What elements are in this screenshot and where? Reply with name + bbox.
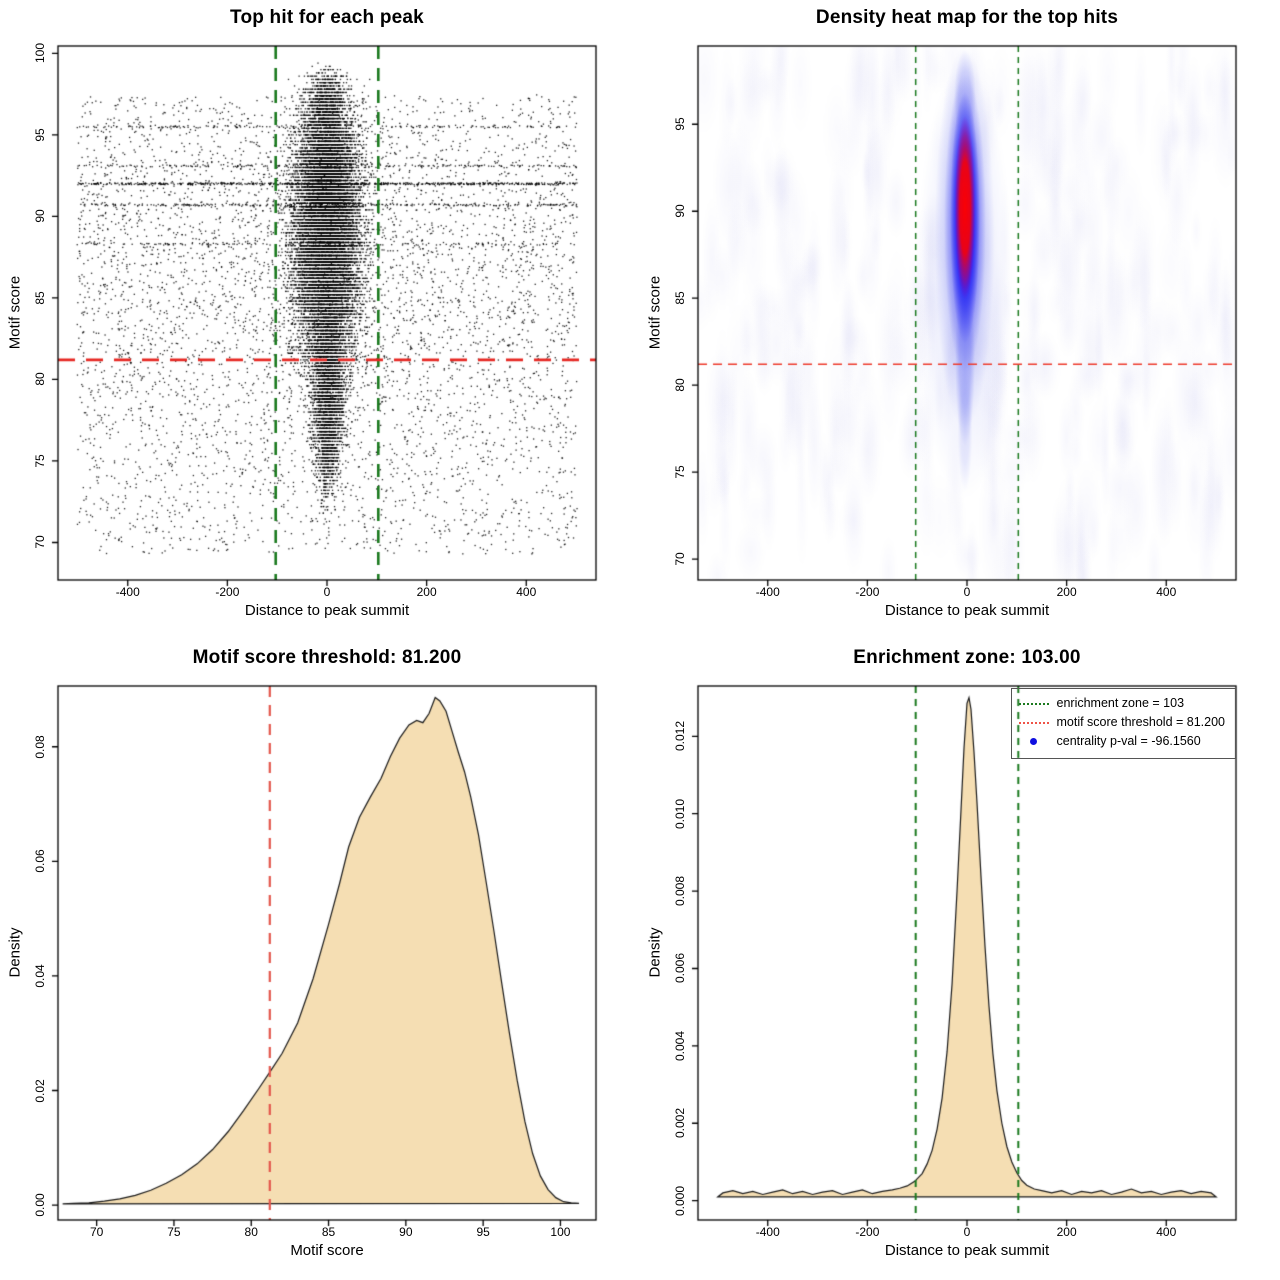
y-tick-label: 0.04 [33, 964, 47, 988]
y-tick-label: 0.06 [33, 849, 47, 873]
panel-title: Motif score threshold: 81.200 [192, 647, 462, 668]
x-tick-label: 85 [321, 1225, 336, 1239]
x-tick-label: -400 [115, 585, 140, 599]
legend-item-label: enrichment zone = 103 [1056, 696, 1185, 710]
distance-density-canvas [640, 640, 1280, 1280]
x-tick-label: -200 [855, 585, 880, 599]
x-tick-label: 0 [963, 585, 971, 599]
panel-distance-density: Enrichment zone: 103.00 Distance to peak… [640, 640, 1280, 1280]
panel-title: Enrichment zone: 103.00 [853, 647, 1081, 668]
y-tick-label: 100 [33, 43, 47, 64]
legend-item-label: centrality p-val = -96.1560 [1056, 734, 1201, 748]
y-tick-label: 0.006 [673, 953, 687, 984]
x-tick-label: 200 [1056, 1225, 1077, 1239]
legend-item-label: motif score threshold = 81.200 [1056, 715, 1226, 729]
y-tick-label: 0.000 [673, 1185, 687, 1216]
x-tick-label: 70 [89, 1225, 104, 1239]
legend: enrichment zone = 103 motif score thresh… [1010, 688, 1236, 759]
y-tick-label: 0.00 [33, 1193, 47, 1217]
x-tick-label: 400 [1156, 585, 1177, 599]
y-tick-label: 0.002 [673, 1108, 687, 1139]
y-tick-label: 75 [33, 454, 47, 468]
motif-density-canvas [0, 640, 640, 1280]
x-tick-label: 200 [416, 585, 437, 599]
y-tick-label: 85 [33, 291, 47, 305]
y-tick-label: 80 [33, 372, 47, 387]
y-axis-label: Motif score [6, 275, 24, 350]
x-tick-label: 90 [399, 1225, 413, 1239]
y-tick-label: 95 [33, 128, 47, 142]
y-tick-label: 80 [673, 378, 687, 392]
y-tick-label: 0.08 [33, 735, 47, 759]
y-tick-label: 75 [673, 465, 687, 479]
y-tick-label: 90 [673, 204, 687, 218]
x-tick-label: 75 [167, 1225, 181, 1239]
y-tick-label: 0.02 [33, 1078, 47, 1103]
y-tick-label: 95 [673, 117, 687, 131]
x-tick-label: 0 [323, 585, 331, 599]
x-tick-label: 0 [963, 1225, 971, 1239]
y-tick-label: 0.004 [673, 1030, 687, 1061]
x-tick-label: -200 [215, 585, 240, 599]
x-axis-label: Distance to peak summit [884, 1242, 1050, 1259]
y-tick-label: 0.008 [673, 876, 687, 907]
y-axis-label: Density [646, 927, 664, 978]
y-axis-label: Density [6, 927, 24, 978]
x-tick-label: 400 [1156, 1225, 1177, 1239]
x-axis-label: Distance to peak summit [884, 602, 1050, 619]
y-axis-label: Motif score [646, 275, 664, 350]
panel-density-heatmap: Density heat map for the top hits Distan… [640, 0, 1280, 640]
y-tick-label: 70 [673, 552, 687, 566]
panel-scatter-top-hits: Top hit for each peak Distance to peak s… [0, 0, 640, 640]
x-axis-label: Motif score [290, 1242, 364, 1259]
x-tick-label: 100 [550, 1225, 571, 1239]
panel-title: Density heat map for the top hits [815, 7, 1119, 28]
y-tick-label: 90 [33, 209, 47, 224]
y-tick-label: 70 [33, 535, 47, 550]
x-tick-label: 200 [1056, 585, 1077, 599]
x-tick-label: 400 [516, 585, 537, 599]
legend-item: enrichment zone = 103 [1018, 694, 1226, 713]
legend-swatch-centrality-pval [1019, 738, 1049, 745]
y-tick-label: 0.012 [673, 721, 687, 752]
x-tick-label: 80 [244, 1225, 258, 1239]
panel-title: Top hit for each peak [230, 7, 424, 28]
x-tick-label: -200 [855, 1225, 880, 1239]
y-tick-label: 85 [673, 291, 687, 305]
x-axis-label: Distance to peak summit [244, 602, 410, 619]
legend-item: motif score threshold = 81.200 [1018, 713, 1226, 732]
x-tick-label: 95 [476, 1225, 490, 1239]
legend-swatch-motif-threshold [1018, 721, 1049, 724]
scatter-plot-canvas [0, 0, 640, 640]
panel-motif-score-density: Motif score threshold: 81.200 Motif scor… [0, 640, 640, 1280]
x-tick-label: -400 [755, 585, 780, 599]
x-tick-label: -400 [755, 1225, 780, 1239]
heatmap-plot-canvas [640, 0, 1280, 640]
y-tick-label: 0.010 [673, 798, 687, 829]
legend-swatch-enrichment-zone [1018, 702, 1049, 705]
legend-item: centrality p-val = -96.1560 [1019, 732, 1226, 751]
